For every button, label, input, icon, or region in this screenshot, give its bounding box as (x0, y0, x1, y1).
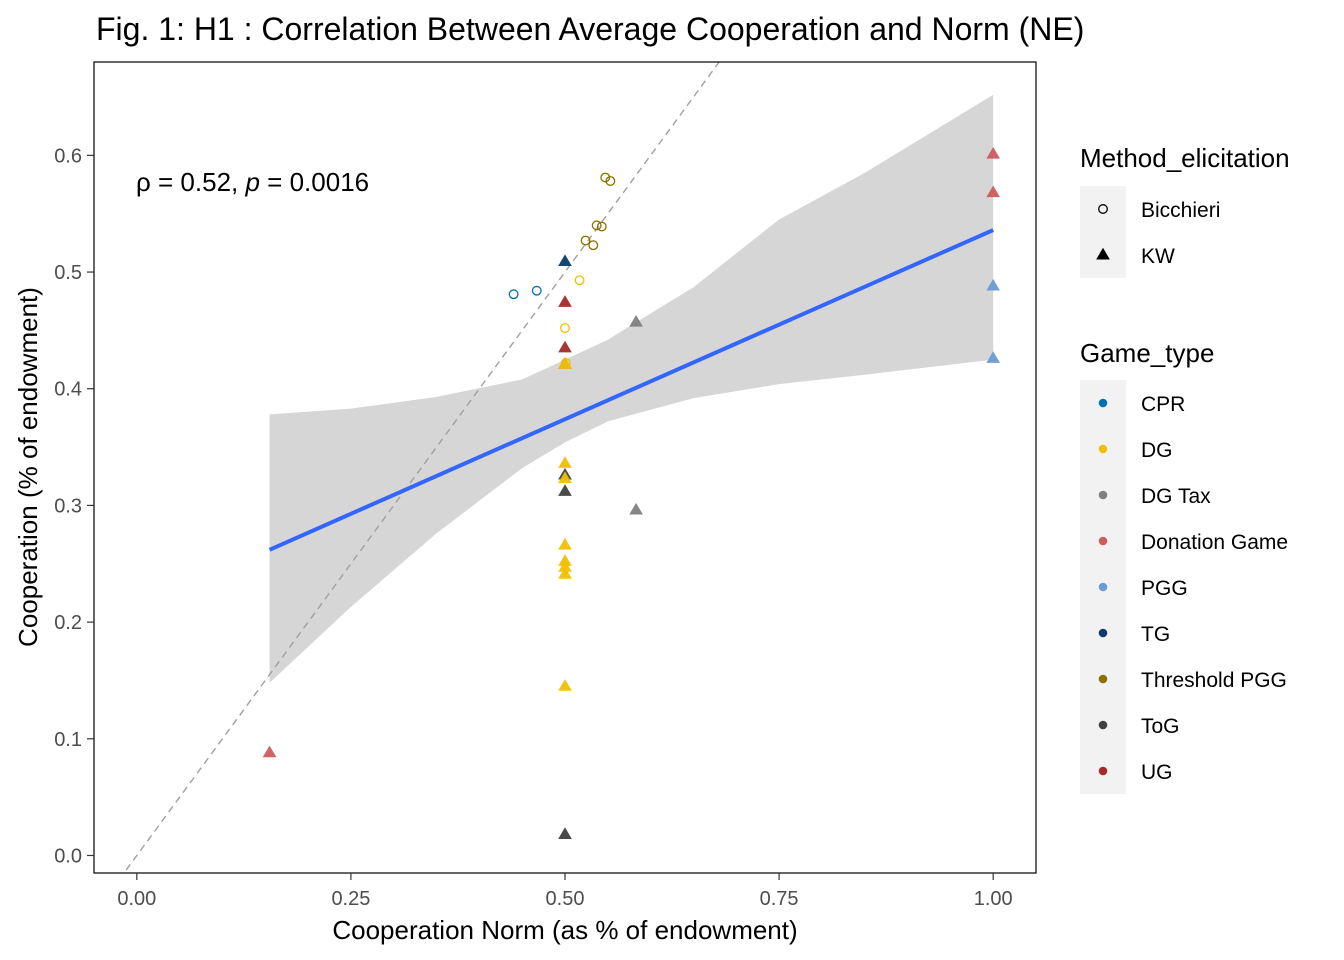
x-tick-label: 1.00 (974, 888, 1013, 910)
data-point (986, 185, 1001, 198)
legend-method-label: KW (1141, 245, 1175, 268)
data-point (596, 221, 607, 232)
data-point (558, 456, 572, 468)
data-point (591, 220, 602, 231)
legend-game-label: Threshold PGG (1141, 669, 1287, 692)
y-tick-label: 0.2 (54, 612, 82, 634)
legend-game-label: TG (1141, 623, 1170, 646)
y-tick-label: 0.5 (54, 262, 82, 284)
data-point (588, 240, 599, 251)
x-axis-title: Cooperation Norm (as % of endowment) (332, 915, 797, 945)
p-value: = 0.0016 (260, 167, 369, 197)
legend-game-label: PGG (1141, 577, 1188, 600)
data-point (986, 278, 1001, 291)
x-tick-label: 0.75 (760, 888, 799, 910)
legend-key-dot (1098, 674, 1108, 684)
data-point (986, 351, 1001, 363)
legend-method-label: Bicchieri (1141, 199, 1220, 222)
rho-symbol: ρ (136, 167, 151, 197)
legend-game-label: UG (1141, 761, 1173, 784)
legend-game-label: CPR (1141, 393, 1185, 416)
regression-line (268, 228, 994, 552)
x-axis: 0.00 0.25 0.50 0.75 1.00 (117, 873, 1013, 910)
data-point (558, 554, 572, 566)
x-tick-label: 0.25 (331, 888, 370, 910)
data-point (600, 172, 611, 183)
chart-title: Fig. 1: H1 : Correlation Between Average… (96, 11, 1084, 47)
legend-key-dot (1098, 720, 1108, 730)
data-point (574, 275, 585, 286)
legend-key-dot (1098, 766, 1108, 776)
data-point (558, 295, 572, 307)
data-point (262, 745, 277, 758)
y-tick-label: 0.3 (54, 495, 82, 517)
correlation-annotation: ρ = 0.52, p = 0.0016 (136, 167, 369, 197)
data-point (558, 357, 572, 369)
data-point (531, 285, 542, 296)
legend-game-items: CPR DG DG Tax Donation Game PGG TG Threshold P… (1098, 393, 1288, 784)
data-point (558, 567, 572, 579)
y-tick-label: 0.1 (54, 729, 82, 751)
p-symbol: p (244, 167, 259, 197)
plot-area (93, 61, 1037, 874)
rho-value: = 0.52, (151, 167, 246, 197)
data-point (558, 537, 572, 550)
data-point (558, 254, 572, 267)
y-tick-label: 0.6 (54, 145, 82, 167)
data-point (558, 827, 572, 839)
data-point (605, 176, 616, 186)
data-point (508, 289, 519, 300)
y-axis: 0.0 0.1 0.2 0.3 0.4 0.5 0.6 (54, 145, 94, 867)
legend-key-triangle (1096, 247, 1110, 260)
legend-key-dot (1098, 398, 1108, 408)
legend-game-label: ToG (1141, 715, 1180, 738)
data-point (986, 146, 1001, 159)
legend-key-dot (1098, 490, 1108, 500)
data-point (629, 315, 643, 327)
legend-game-title: Game_type (1080, 338, 1214, 368)
data-point (558, 484, 572, 496)
legend-game-label: DG Tax (1141, 485, 1211, 508)
legend-game-label: DG (1141, 439, 1173, 462)
data-point (558, 340, 572, 353)
legend-key-dot (1098, 582, 1108, 592)
legend-method-items: Bicchieri KW (1096, 199, 1220, 268)
data-point (558, 679, 572, 691)
data-point (580, 235, 591, 246)
y-tick-label: 0.4 (54, 379, 82, 401)
x-tick-label: 0.50 (546, 888, 585, 910)
data-point (558, 560, 572, 572)
legend: Method_elicitation Bicchieri KW Game_type… (1080, 143, 1290, 794)
y-axis-title: Cooperation (% of endowment) (13, 287, 43, 647)
data-point (629, 502, 643, 515)
x-tick-label: 0.00 (117, 888, 156, 910)
legend-key-dot (1098, 536, 1108, 546)
y-tick-label: 0.0 (54, 845, 82, 867)
legend-method-title: Method_elicitation (1080, 143, 1290, 173)
data-point (558, 471, 572, 484)
regression-line-layer (268, 228, 994, 552)
points-layer (262, 146, 1001, 839)
legend-key-circle (1098, 204, 1108, 214)
data-point (560, 323, 570, 334)
legend-key-dot (1098, 444, 1108, 454)
legend-key-dot (1098, 628, 1108, 638)
legend-method-key-bg (1080, 186, 1126, 278)
legend-game-label: Donation Game (1141, 531, 1288, 554)
